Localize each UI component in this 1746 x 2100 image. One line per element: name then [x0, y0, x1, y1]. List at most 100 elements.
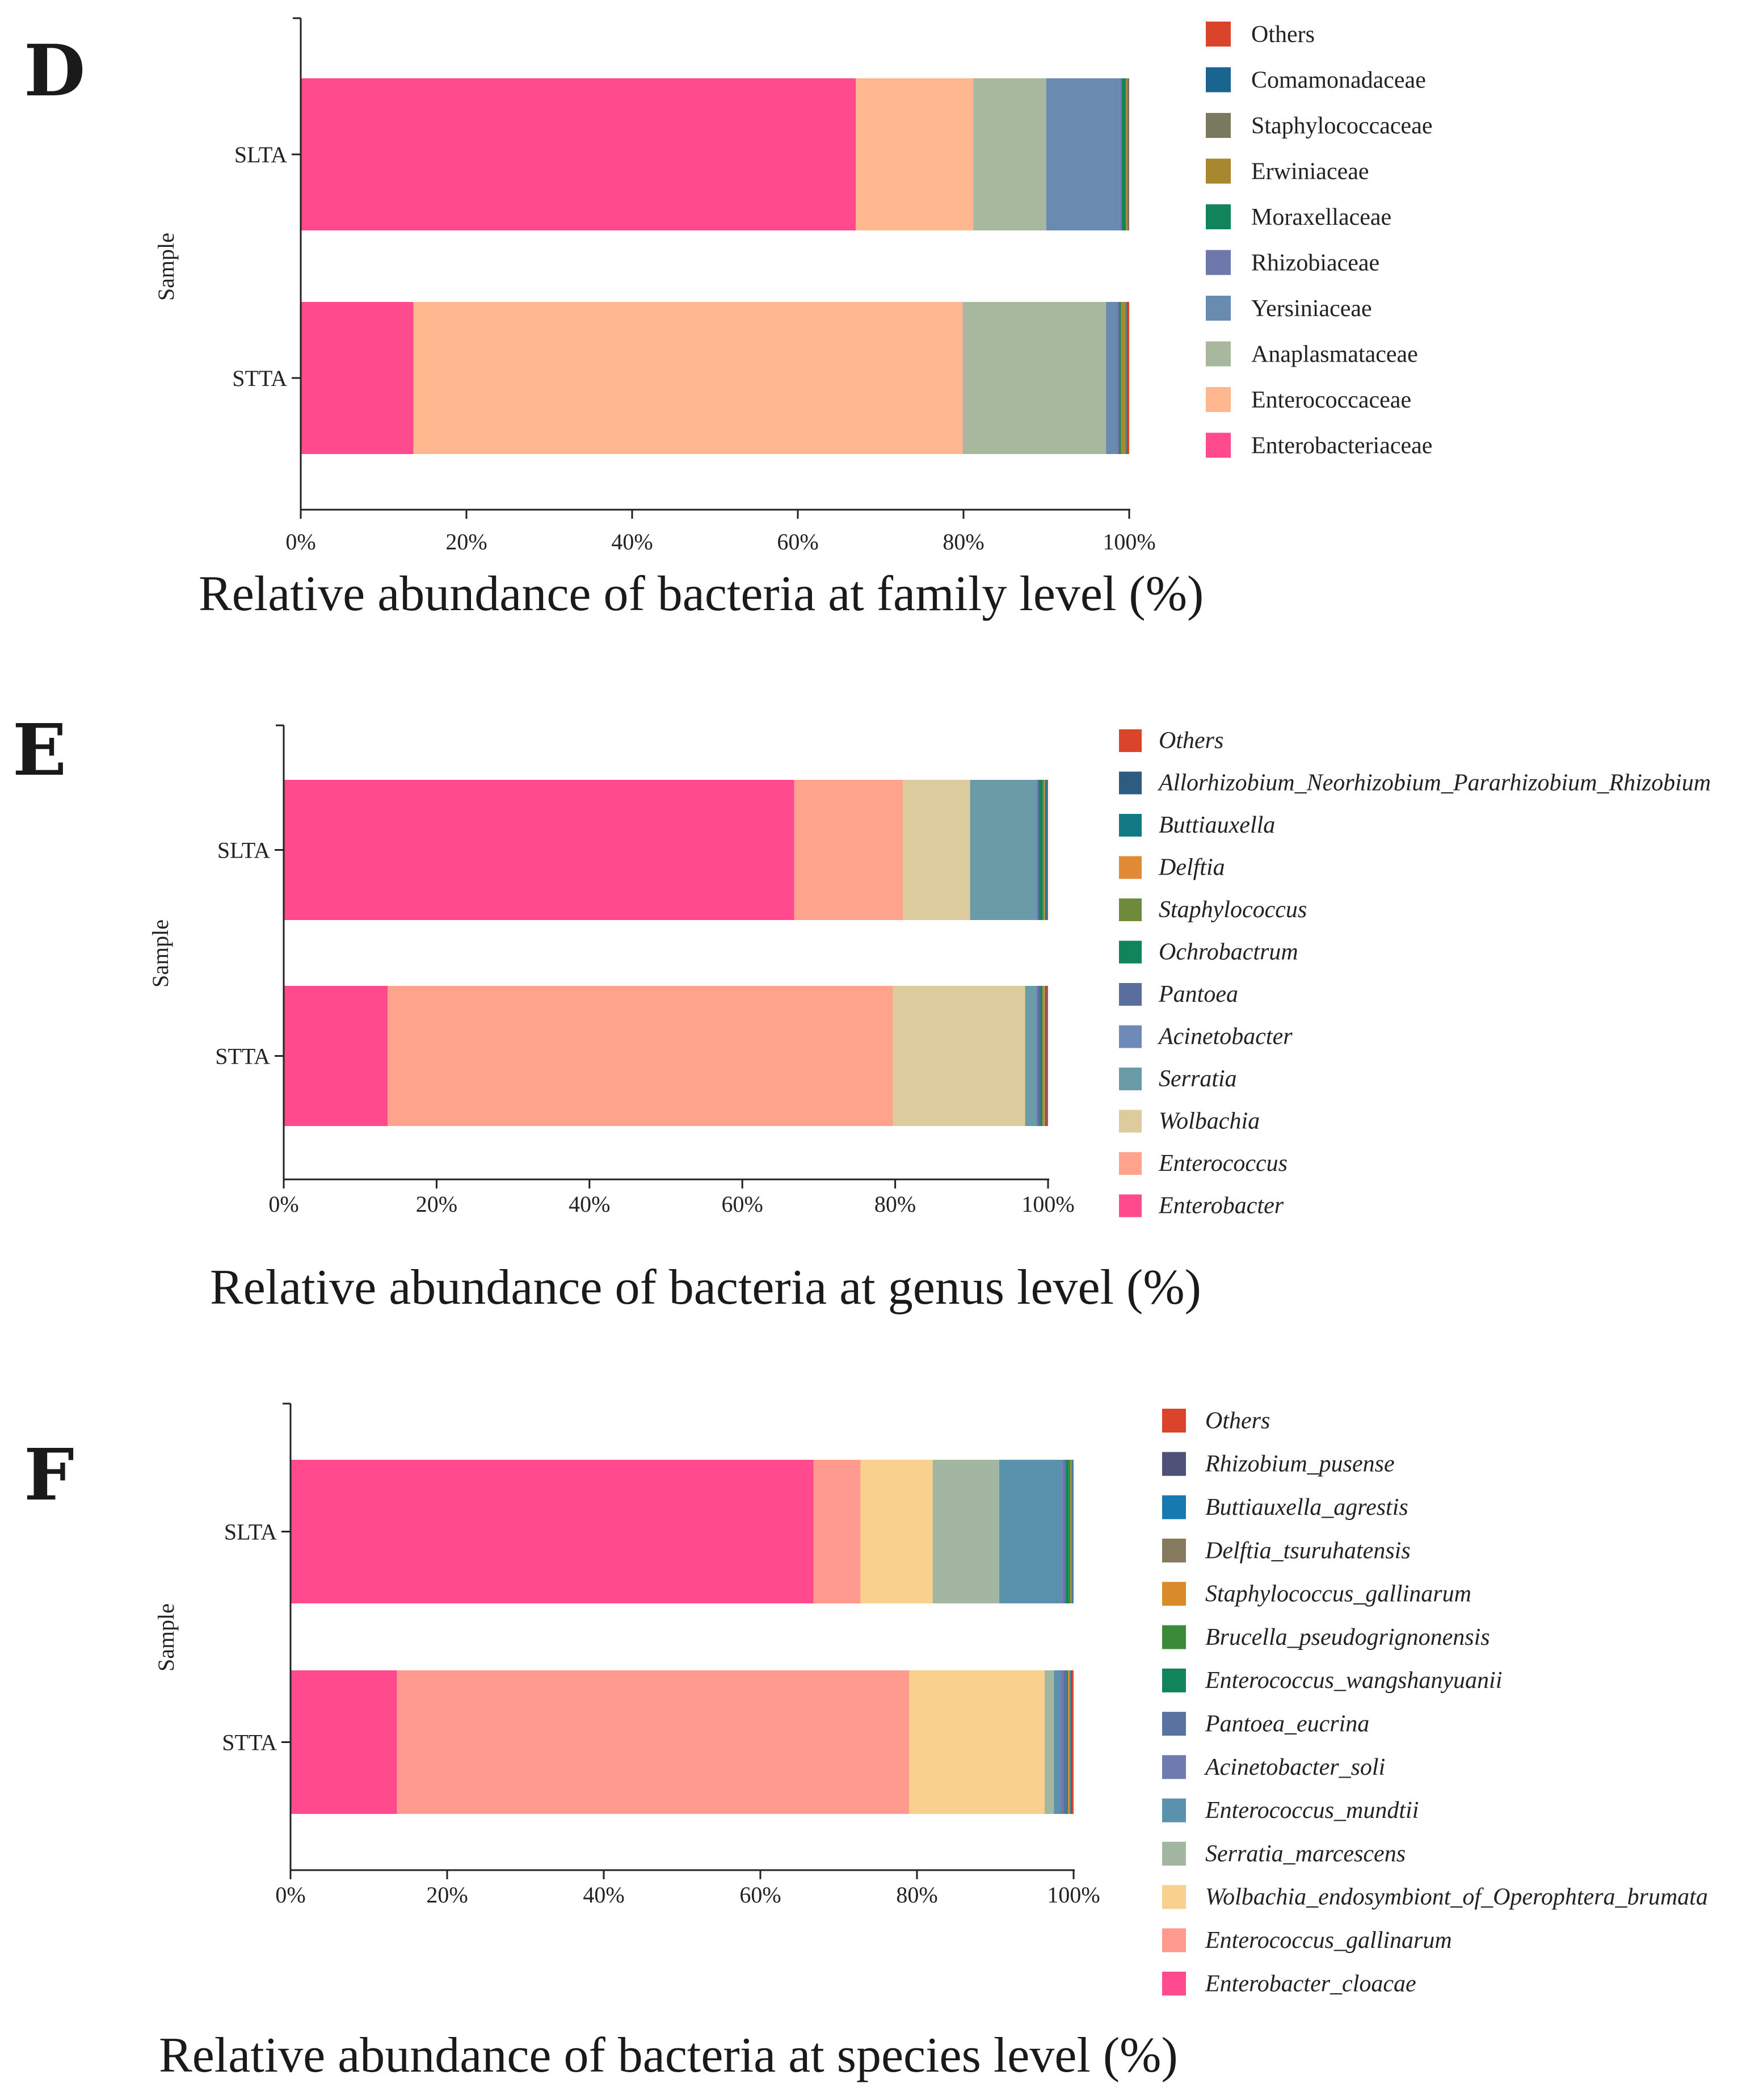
legend-label: Anaplasmataceae [1251, 342, 1418, 368]
bar-slta-brucella-pseudogrignonensis [1068, 1460, 1071, 1603]
legend-label: Delftia_tsuruhatensis [1205, 1538, 1411, 1564]
panel-letter-d: D [24, 30, 85, 112]
legend-label: Staphylococcus [1159, 897, 1307, 923]
legend-swatch [1206, 341, 1231, 367]
x-axis-title: Relative abundance of bacteria at specie… [159, 2028, 1178, 2083]
legend-swatch [1162, 1452, 1186, 1476]
bar-slta-serratia-marcescens [932, 1460, 999, 1603]
x-tick-label: 20% [426, 1882, 468, 1908]
y-tick-label-slta: SLTA [224, 1519, 277, 1545]
panel-letter-f: F [24, 1434, 74, 1517]
legend-swatch [1206, 113, 1231, 138]
bar-stta-erwiniaceae [1121, 302, 1125, 454]
legend-label: Allorhizobium_Neorhizobium_Pararhizobium… [1157, 770, 1711, 796]
legend-swatch [1119, 898, 1142, 921]
legend-swatch [1119, 1025, 1142, 1048]
legend-swatch [1119, 1110, 1142, 1133]
y-tick-label-stta: STTA [222, 1730, 277, 1755]
legend-label: Acinetobacter [1157, 1023, 1293, 1049]
bar-stta-enterococcus-gallinarum [397, 1670, 910, 1814]
bar-stta-others [1127, 302, 1129, 454]
x-tick-label: 100% [1021, 1191, 1074, 1217]
legend-label: Enterococcaceae [1251, 387, 1411, 413]
bar-stta-enterobacter-cloacae [291, 1670, 397, 1814]
bar-slta-anaplasmataceae [973, 78, 1046, 230]
bar-stta-wolbachia [893, 986, 1025, 1126]
legend-label: Enterococcus_gallinarum [1205, 1927, 1452, 1954]
bar-stta-pantoea [1037, 986, 1041, 1126]
bar-stta-rhizobiaceae [1117, 302, 1120, 454]
bar-stta-buttiauxella-agrestis [1070, 1670, 1071, 1814]
bar-stta-buttiauxella [1045, 986, 1046, 1126]
y-axis-title: Sample [153, 1603, 179, 1671]
legend-label: Erwiniaceae [1251, 159, 1369, 185]
bar-stta-others [1046, 986, 1048, 1126]
x-tick-label: 100% [1103, 529, 1155, 555]
y-tick-label-stta: STTA [215, 1044, 270, 1069]
legend-swatch [1206, 22, 1231, 47]
legend-swatch [1162, 1538, 1186, 1563]
legend-label: Wolbachia_endosymbiont_of_Operophtera_br… [1205, 1884, 1708, 1910]
legend-swatch [1162, 1755, 1186, 1779]
bar-stta-delftia [1043, 986, 1045, 1126]
legend: Others Allorhizobium_Neorhizobium_Pararhi… [1119, 728, 1711, 1219]
bars-group [284, 780, 1048, 1126]
legend-label: Enterobacter [1158, 1192, 1284, 1219]
legend-swatch [1119, 814, 1142, 837]
bar-slta-enterobacter-cloacae [291, 1460, 814, 1603]
legend-swatch [1162, 1928, 1186, 1952]
legend-swatch [1162, 1668, 1186, 1692]
axes-group: SLTA STTA 0% 20% 40% 60% 80% 100% [222, 1402, 1100, 1908]
legend-label: Wolbachia [1159, 1108, 1260, 1134]
legend-label: Buttiauxella [1159, 812, 1275, 838]
legend-swatch [1206, 432, 1231, 458]
bar-stta-anaplasmataceae [962, 302, 1106, 454]
bar-stta-enterobacteriaceae [301, 302, 414, 454]
legend-swatch [1206, 204, 1231, 229]
legend-label: Enterococcus [1158, 1150, 1288, 1177]
legend-label: Others [1251, 22, 1315, 48]
legend-label: Brucella_pseudogrignonensis [1205, 1624, 1490, 1650]
x-axis-title: Relative abundance of bacteria at family… [199, 566, 1204, 621]
legend-swatch [1206, 296, 1231, 321]
bar-stta-serratia [1025, 986, 1036, 1126]
bar-slta-pantoea [1037, 780, 1039, 920]
bar-stta-enterococcaceae [413, 302, 963, 454]
panel-f: F Sample Relative abundance of bacteria … [24, 1402, 1708, 2083]
x-tick-label: 100% [1047, 1882, 1100, 1908]
bar-slta-others [1047, 780, 1048, 920]
bar-stta-enterococcus-mundtii [1054, 1670, 1061, 1814]
legend-swatch [1162, 1409, 1186, 1433]
legend-swatch [1162, 1495, 1186, 1519]
bar-slta-staphylococcus [1042, 780, 1045, 920]
legend-swatch [1119, 940, 1142, 964]
bar-slta-acinetobacter [1036, 780, 1038, 920]
bar-stta-serratia-marcescens [1044, 1670, 1054, 1814]
legend-swatch [1119, 771, 1142, 795]
legend-swatch [1206, 158, 1231, 184]
legend-swatch [1162, 1885, 1186, 1909]
legend-label: Pantoea_eucrina [1205, 1711, 1369, 1737]
x-tick-label: 40% [611, 529, 653, 555]
bar-slta-enterobacter [284, 780, 794, 920]
x-tick-label: 60% [739, 1882, 781, 1908]
x-tick-label: 80% [896, 1882, 937, 1908]
bar-slta-others [1073, 1460, 1074, 1603]
x-tick-label: 80% [943, 529, 984, 555]
y-tick-label-slta: SLTA [234, 142, 287, 167]
bar-stta-brucella-pseudogrignonensis [1067, 1670, 1068, 1814]
x-axis-title: Relative abundance of bacteria at genus … [210, 1260, 1201, 1315]
bar-stta-ochrobactrum [1040, 986, 1042, 1126]
legend-label: Acinetobacter_soli [1204, 1754, 1385, 1780]
bar-stta-acinetobacter [1035, 986, 1038, 1126]
bar-stta-enterobacter [284, 986, 388, 1126]
bar-slta-rhizobium-pusense [1072, 1460, 1074, 1603]
legend-swatch [1119, 1152, 1142, 1175]
bar-slta-yersiniaceae [1046, 78, 1120, 230]
legend-label: Yersiniaceae [1251, 296, 1372, 322]
legend: Others Comamonadaceae Staphylococcaceae Erw… [1206, 22, 1432, 459]
legend-swatch [1162, 1625, 1186, 1649]
x-tick-label: 0% [275, 1882, 305, 1908]
bars-group [301, 78, 1129, 454]
